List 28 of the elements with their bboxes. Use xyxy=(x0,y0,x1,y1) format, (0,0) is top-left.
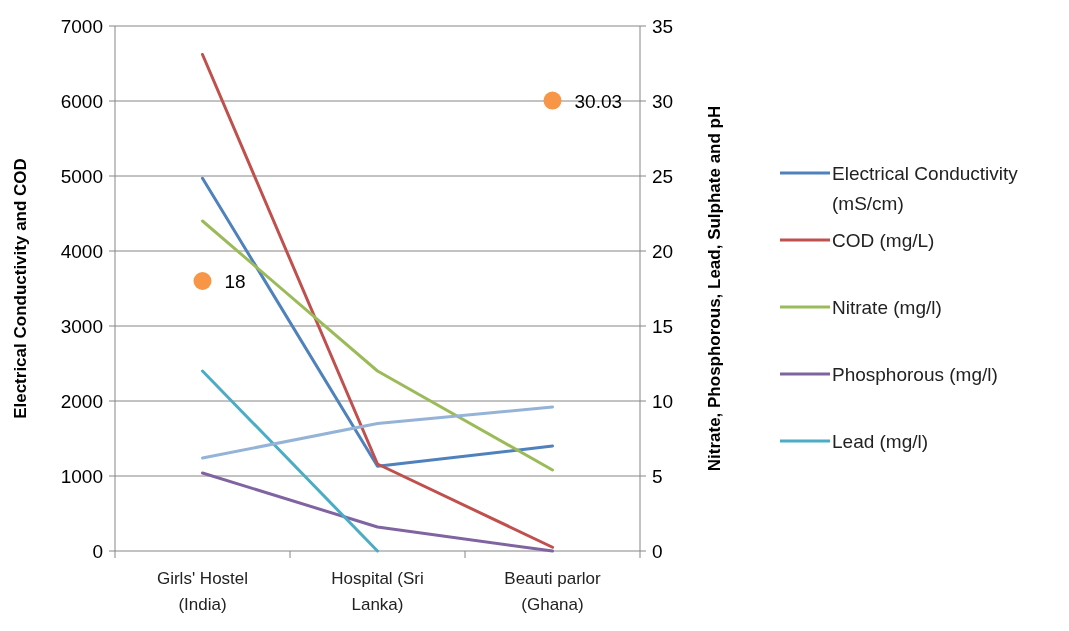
x-tick-label: Girls' Hostel (India) xyxy=(156,569,249,614)
y-tick-label: 4000 xyxy=(60,240,103,262)
y-tick-label: 2000 xyxy=(60,390,103,412)
y2-tick-label: 30 xyxy=(652,90,674,112)
y-tick-label: 7000 xyxy=(60,15,103,37)
y-axis-title: Electrical Conductivity and COD xyxy=(11,158,30,419)
y-tick-label: 1000 xyxy=(60,465,103,487)
legend-label: Nitrate (mg/l) xyxy=(832,296,942,318)
x-tick-label: Hospital (Sri Lanka) xyxy=(331,569,424,614)
legend-label: Lead (mg/l) xyxy=(832,430,929,452)
y2-tick-label: 15 xyxy=(652,315,674,337)
legend-label: Phosphorous (mg/l) xyxy=(832,363,998,385)
y2-axis-title: Nitrate, Phosphorous, Lead, Sulphate and pH xyxy=(705,105,724,472)
data-label: 18 xyxy=(224,271,246,292)
legend-label: COD (mg/L) xyxy=(832,229,935,251)
y2-tick-label: 20 xyxy=(652,240,674,262)
data-label: 30.03 xyxy=(574,90,623,112)
y2-tick-label: 5 xyxy=(652,465,663,487)
y2-tick-label: 25 xyxy=(652,165,674,187)
y-tick-label: 0 xyxy=(92,540,103,562)
y2-tick-label: 0 xyxy=(652,540,663,562)
x-tick-label: Beauti parlor (Ghana) xyxy=(504,569,602,614)
y2-tick-label: 35 xyxy=(652,15,674,37)
y-tick-label: 6000 xyxy=(60,90,103,112)
y-tick-label: 3000 xyxy=(60,315,103,337)
y2-tick-label: 10 xyxy=(652,390,674,412)
y-tick-label: 5000 xyxy=(60,165,103,187)
legend-label: Electrical Conductivity (mS/cm) xyxy=(832,162,1019,214)
